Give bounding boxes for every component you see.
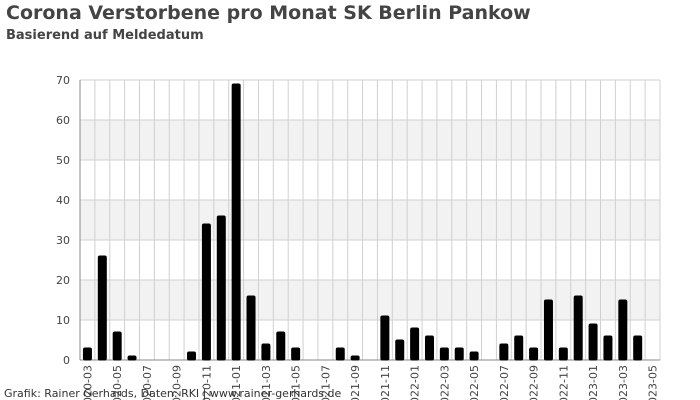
bar: [187, 351, 197, 361]
bar: [350, 355, 360, 361]
x-tick-label: 2020-07: [141, 365, 154, 400]
x-tick-label: 2023-01: [587, 365, 600, 400]
y-tick-label: 60: [56, 114, 70, 127]
x-tick-label: 2021-09: [349, 365, 362, 400]
x-tick-label: 2021-07: [319, 365, 332, 400]
x-tick-label: 2022-03: [438, 365, 451, 400]
y-tick-label: 20: [56, 274, 70, 287]
x-tick-label: 2022-05: [468, 365, 481, 400]
bar: [380, 315, 390, 361]
x-tick-label: 2023-03: [617, 365, 630, 400]
bar: [395, 339, 405, 361]
bar: [424, 335, 434, 361]
bar: [469, 351, 479, 361]
bar: [543, 299, 553, 361]
bar: [246, 295, 256, 361]
bar: [514, 335, 524, 361]
y-tick-label: 30: [56, 234, 70, 247]
x-tick-label: 2022-11: [557, 365, 570, 400]
bar: [618, 299, 628, 361]
y-tick-label: 40: [56, 194, 70, 207]
bar: [633, 335, 643, 361]
x-tick-label: 2020-03: [81, 365, 94, 400]
y-tick-label: 50: [56, 154, 70, 167]
x-tick-label: 2021-05: [290, 365, 303, 400]
bar: [335, 347, 345, 361]
bar: [291, 347, 301, 361]
bar: [97, 255, 107, 361]
x-tick-label: 2021-03: [260, 365, 273, 400]
bar: [127, 355, 137, 361]
y-tick-label: 10: [56, 314, 70, 327]
bar: [573, 295, 583, 361]
chart-subtitle: Basierend auf Meldedatum: [6, 28, 204, 43]
bar: [231, 83, 241, 361]
plot-area: 0 10 20 30 40 50 60 70 2020-03 2020-05 2020-07 2020…: [56, 74, 661, 400]
bar: [588, 323, 598, 361]
grid-band: [80, 280, 660, 320]
x-tick-label: 2023-05: [647, 365, 660, 400]
y-tick-label: 70: [56, 74, 70, 87]
bar: [216, 215, 226, 361]
bar: [499, 343, 509, 361]
footer: Grafik: Rainer Gerhards, Daten: RKI | ww…: [4, 387, 342, 400]
bar: [82, 347, 92, 361]
bar: [558, 347, 568, 361]
x-tick-label: 2022-01: [409, 365, 422, 400]
bar: [112, 331, 122, 361]
bar: [276, 331, 286, 361]
bar: [529, 347, 539, 361]
x-tick-label: 2021-01: [230, 365, 243, 400]
x-tick-label: 2022-09: [528, 365, 541, 400]
bar: [603, 335, 613, 361]
bar: [261, 343, 271, 361]
chart-title: Corona Verstorbene pro Monat SK Berlin P…: [6, 2, 531, 24]
x-tick-label: 2020-11: [200, 365, 213, 400]
x-tick-label: 2020-05: [111, 365, 124, 400]
bar: [410, 327, 420, 361]
x-tick-label: 2020-09: [171, 365, 184, 400]
bar: [454, 347, 464, 361]
bar: [439, 347, 449, 361]
y-tick-label: 0: [63, 354, 70, 367]
x-tick-label: 2021-11: [379, 365, 392, 400]
x-tick-label: 2022-07: [498, 365, 511, 400]
grid-band: [80, 200, 660, 240]
bar: [201, 223, 211, 361]
grid-band: [80, 120, 660, 160]
